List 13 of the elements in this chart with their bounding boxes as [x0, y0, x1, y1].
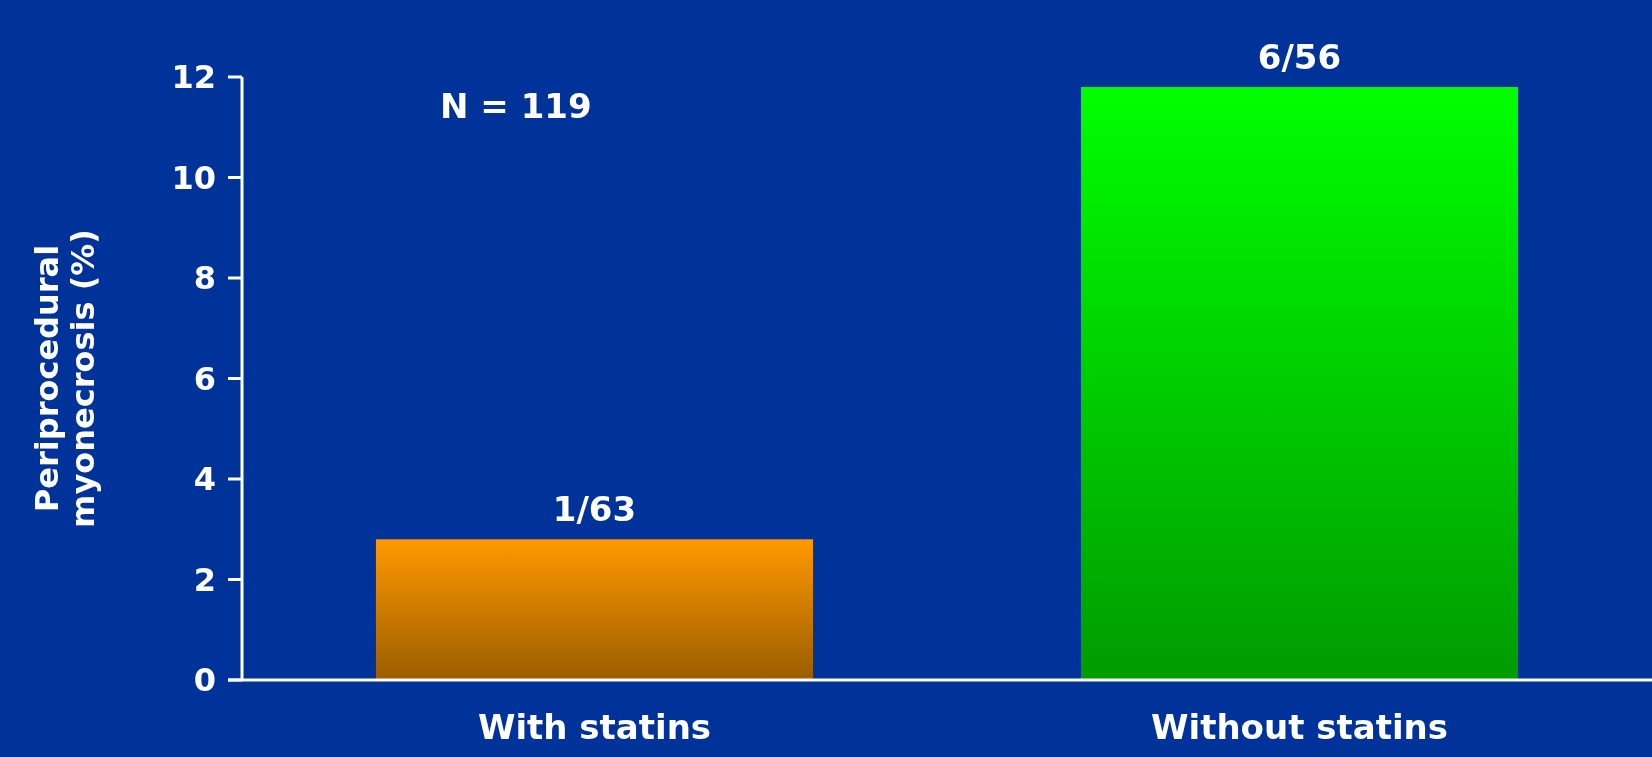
annotation: N = 119: [440, 86, 592, 126]
y-tick-label: 4: [193, 460, 216, 499]
y-tick-label: 8: [193, 259, 216, 298]
y-axis-title: Periprocedural myonecrosis (%): [28, 229, 102, 528]
y-tick-label: 10: [171, 158, 216, 197]
x-tick-label: Without statins: [1150, 707, 1449, 747]
y-tick-label: 6: [193, 359, 216, 398]
x-tick-label: With statins: [477, 707, 712, 747]
data-label: 1/63: [552, 489, 637, 530]
y-tick-label: 0: [193, 661, 216, 700]
data-label: 6/56: [1257, 37, 1342, 78]
y-tick-label: 12: [171, 58, 216, 97]
y-tick-label: 2: [193, 560, 216, 599]
